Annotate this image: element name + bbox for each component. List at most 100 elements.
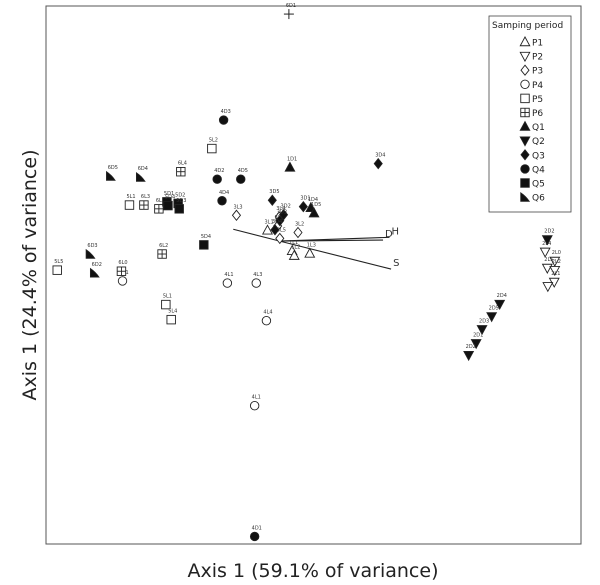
vectors-layer: DH S (233, 226, 399, 270)
data-point (486, 312, 498, 323)
legend-marker (520, 64, 530, 76)
data-point (270, 224, 280, 236)
point-label: 6D1 (286, 3, 296, 9)
legend-label: Q4 (532, 165, 545, 175)
point-label: 2D2 (544, 228, 554, 234)
data-point (304, 247, 316, 258)
point-label: 4D4 (219, 190, 229, 196)
legend-box (488, 15, 572, 213)
points-layer: 3L11L11L21L32L42L02L52L22L13L33L43L63L23… (52, 3, 561, 542)
point-label: 5L2 (209, 138, 218, 144)
data-point (288, 249, 300, 260)
data-point (463, 350, 475, 362)
data-point (199, 240, 209, 250)
point-label: 1L1 (289, 240, 298, 246)
data-point (222, 278, 233, 288)
data-point (52, 265, 62, 275)
data-point (217, 196, 227, 206)
point-label: 3D4 (375, 153, 385, 159)
data-point (539, 247, 551, 258)
legend-label: P2 (532, 53, 543, 63)
data-point (549, 265, 561, 277)
data-point (117, 276, 128, 286)
legend-label: Q6 (532, 194, 545, 204)
legend-label: Q5 (532, 180, 545, 190)
data-point (494, 299, 506, 310)
data-point (106, 170, 116, 181)
legend-label: P5 (532, 95, 543, 105)
data-point (163, 200, 173, 211)
vector-label: S (393, 258, 399, 269)
point-label: 2D1 (473, 332, 483, 338)
point-label: 3D2 (281, 204, 291, 210)
vector-line (233, 228, 280, 242)
point-label: 6D2 (92, 262, 102, 268)
data-point (89, 267, 100, 278)
vector-line (279, 236, 390, 242)
data-point (157, 249, 167, 259)
vector-label: H (391, 226, 399, 237)
point-label: 6D5 (108, 165, 118, 171)
data-point (283, 9, 294, 20)
y-axis-title: Axis 1 (24.4% of variance) (19, 150, 41, 401)
point-label: 5D4 (201, 234, 211, 240)
point-label: 3L2 (295, 221, 304, 227)
point-label: 6L3 (141, 194, 150, 200)
vector-line (279, 240, 392, 270)
point-label: 3D1 (300, 196, 310, 202)
data-point (298, 200, 308, 213)
data-point (284, 161, 296, 172)
legend-marker (520, 93, 530, 104)
point-label: 4L1 (224, 272, 233, 278)
point-label: 4L1 (252, 395, 261, 401)
data-point (293, 226, 303, 239)
point-label: 2D4 (497, 293, 507, 299)
legend-marker (520, 164, 530, 174)
point-label: 6L2 (159, 243, 168, 249)
data-point (161, 299, 171, 310)
point-label: 3L3 (233, 204, 242, 210)
legend-marker (519, 136, 531, 147)
legend-label: P4 (532, 81, 543, 91)
data-point (470, 339, 482, 350)
point-label: 5L5 (54, 259, 63, 265)
legend-marker (520, 192, 531, 202)
data-point (135, 171, 146, 182)
data-point (176, 167, 186, 177)
data-point (373, 157, 383, 170)
point-label: 1D5 (311, 202, 321, 208)
point-label: 2D3 (479, 318, 489, 324)
data-point (251, 278, 261, 288)
point-label: 5D2 (175, 192, 185, 198)
point-label: 3L5 (277, 227, 286, 233)
legend-label: Q2 (532, 137, 545, 147)
point-label: 5L1 (126, 194, 135, 200)
data-point (218, 115, 229, 125)
point-label: 2L1 (551, 271, 560, 277)
point-label: 4D3 (221, 109, 231, 115)
x-axis-title: Axis 1 (59.1% of variance) (188, 560, 439, 582)
data-point (139, 200, 149, 210)
point-label: 6L5 (156, 198, 165, 204)
legend-label: P6 (532, 109, 543, 119)
point-label: 1D1 (287, 156, 297, 162)
point-label: 3L1 (264, 219, 273, 225)
data-point (249, 401, 260, 411)
data-point (85, 248, 96, 259)
data-point (549, 256, 561, 267)
point-label: 6L0 (118, 260, 127, 266)
data-point (261, 224, 273, 235)
legend-title: Samping period (492, 21, 563, 31)
point-label: 3D4 (272, 219, 282, 225)
point-label: 5D1 (164, 191, 174, 197)
point-label: 2D5 (489, 305, 499, 311)
point-label: 1L3 (307, 242, 316, 248)
point-label: 3D3 (277, 210, 287, 216)
point-label: 1D4 (308, 197, 318, 203)
point-label: 3L4 (276, 206, 285, 212)
legend-marker (520, 178, 530, 188)
legend: Samping period P1 P2 P3 P4 P5 P6 Q1 Q2 Q3 Q4 Q5 Q6 (488, 15, 572, 213)
legend-marker (520, 107, 530, 118)
legend-marker (519, 51, 531, 63)
